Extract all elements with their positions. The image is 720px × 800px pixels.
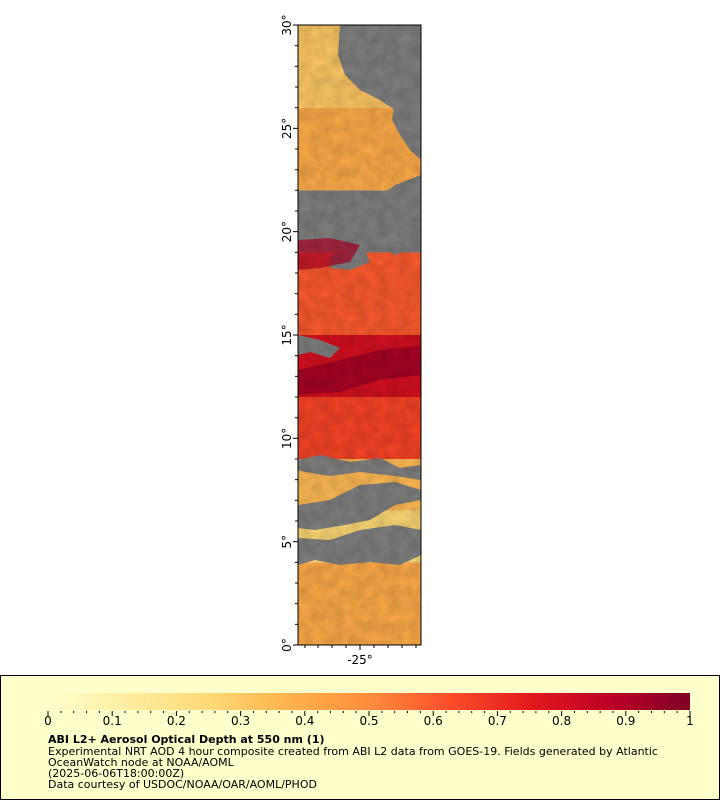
lat-tick-label: 30° — [280, 14, 294, 35]
colorbar-tick-label: 0.1 — [103, 714, 122, 728]
longitude-axis: -25° — [304, 645, 417, 667]
colorbar-ticks: 0 0.1 0.2 0.3 0.4 0.5 0.6 0.7 0.8 0.9 1 — [44, 711, 694, 728]
colorbar-tick-label: 1 — [686, 714, 694, 728]
colorbar-tick-label: 0.4 — [295, 714, 314, 728]
caption-description: Experimental NRT AOD 4 hour composite cr… — [48, 745, 658, 769]
colorbar-tick-label: 0.6 — [424, 714, 443, 728]
caption-credit: Data courtesy of USDOC/NOAA/OAR/AOML/PHO… — [48, 778, 317, 791]
colorbar-tick-label: 0.3 — [231, 714, 250, 728]
colorbar-tick-label: 0.7 — [488, 714, 507, 728]
lat-tick-label: 25° — [280, 118, 294, 139]
map-plot-area — [298, 25, 421, 645]
lat-tick-label: 0° — [280, 638, 294, 652]
colorbar-tick-label: 0.5 — [359, 714, 378, 728]
caption-title: ABI L2+ Aerosol Optical Depth at 550 nm … — [48, 733, 325, 746]
aod-map: 0° 5° 10° 15° 20° 25° 30° -25° — [280, 14, 422, 667]
lat-tick-label: 5° — [280, 535, 294, 549]
colorbar-tick-label: 0.2 — [167, 714, 186, 728]
caption-time: (2025-06-06T18:00:00Z) — [48, 767, 185, 780]
legend-panel: 0 0.1 0.2 0.3 0.4 0.5 0.6 0.7 0.8 0.9 1 ABI L2+ Ae… — [0, 675, 720, 800]
colorbar-tick-label: 0.9 — [616, 714, 635, 728]
colorbar: 0 0.1 0.2 0.3 0.4 0.5 0.6 0.7 0.8 0.9 1 — [44, 693, 694, 728]
colorbar-tick-label: 0 — [44, 714, 52, 728]
lat-tick-label: 15° — [280, 324, 294, 345]
colorbar-gradient — [48, 693, 690, 710]
latitude-axis: 0° 5° 10° 15° 20° 25° 30° — [280, 14, 298, 652]
lat-tick-label: 10° — [280, 428, 294, 449]
lon-tick-label: -25° — [347, 653, 373, 667]
colorbar-tick-label: 0.8 — [552, 714, 571, 728]
lat-tick-label: 20° — [280, 221, 294, 242]
